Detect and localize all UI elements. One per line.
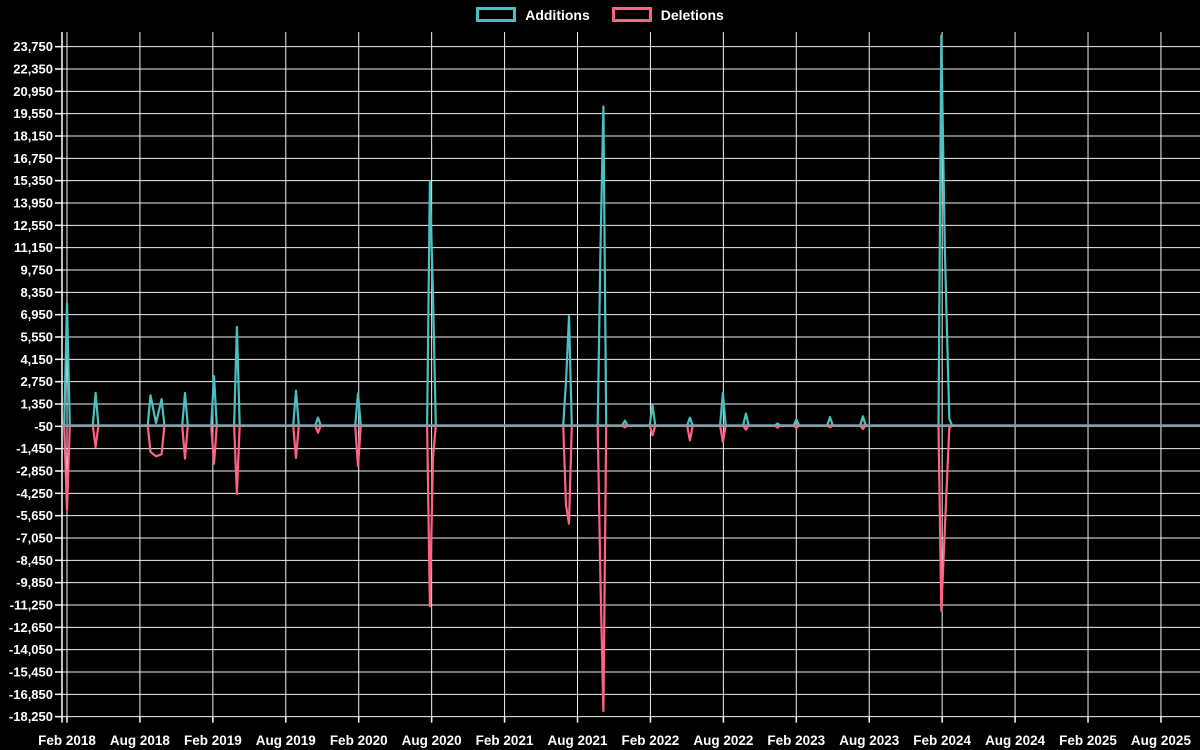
svg-text:22,350: 22,350 bbox=[13, 62, 53, 77]
svg-text:Feb 2019: Feb 2019 bbox=[184, 733, 242, 748]
svg-text:Feb 2020: Feb 2020 bbox=[330, 733, 388, 748]
svg-text:Aug 2018: Aug 2018 bbox=[110, 733, 171, 748]
svg-text:-5,650: -5,650 bbox=[16, 508, 53, 523]
svg-text:Feb 2018: Feb 2018 bbox=[38, 733, 96, 748]
svg-text:23,750: 23,750 bbox=[13, 39, 53, 54]
additions-series-line bbox=[63, 34, 954, 427]
svg-text:-9,850: -9,850 bbox=[16, 575, 53, 590]
svg-text:16,750: 16,750 bbox=[13, 151, 53, 166]
svg-text:4,150: 4,150 bbox=[20, 352, 53, 367]
svg-text:2,750: 2,750 bbox=[20, 374, 53, 389]
svg-text:Aug 2023: Aug 2023 bbox=[839, 733, 900, 748]
svg-text:-4,250: -4,250 bbox=[16, 486, 53, 501]
svg-text:Aug 2025: Aug 2025 bbox=[1131, 733, 1192, 748]
legend-item-deletions[interactable]: Deletions bbox=[611, 6, 724, 23]
svg-text:20,950: 20,950 bbox=[13, 84, 53, 99]
svg-text:19,550: 19,550 bbox=[13, 106, 53, 121]
deletions-series-line bbox=[63, 424, 953, 713]
svg-text:1,350: 1,350 bbox=[20, 396, 53, 411]
svg-text:Aug 2024: Aug 2024 bbox=[985, 733, 1046, 748]
chart-legend: Additions Deletions bbox=[0, 7, 1200, 22]
svg-text:Feb 2023: Feb 2023 bbox=[767, 733, 825, 748]
svg-text:Aug 2020: Aug 2020 bbox=[402, 733, 462, 748]
svg-text:-2,850: -2,850 bbox=[16, 463, 53, 478]
svg-text:-7,050: -7,050 bbox=[16, 530, 53, 545]
svg-text:-50: -50 bbox=[34, 419, 53, 434]
svg-text:-16,850: -16,850 bbox=[9, 687, 53, 702]
svg-text:13,950: 13,950 bbox=[13, 196, 53, 211]
svg-text:11,150: 11,150 bbox=[14, 240, 53, 255]
svg-text:12,550: 12,550 bbox=[13, 218, 53, 233]
legend-item-additions[interactable]: Additions bbox=[476, 7, 590, 22]
svg-text:-18,250: -18,250 bbox=[9, 709, 53, 724]
svg-text:-15,450: -15,450 bbox=[9, 664, 53, 679]
svg-text:-1,450: -1,450 bbox=[16, 441, 53, 456]
svg-text:15,350: 15,350 bbox=[13, 173, 53, 188]
svg-text:Feb 2025: Feb 2025 bbox=[1059, 733, 1117, 748]
deletions-swatch-icon bbox=[611, 7, 652, 22]
svg-text:-14,050: -14,050 bbox=[9, 642, 53, 657]
svg-text:5,550: 5,550 bbox=[20, 329, 53, 344]
legend-label-additions: Additions bbox=[525, 6, 590, 23]
svg-text:6,950: 6,950 bbox=[20, 307, 53, 322]
svg-text:-12,650: -12,650 bbox=[9, 620, 53, 635]
svg-text:Feb 2022: Feb 2022 bbox=[622, 733, 680, 748]
svg-text:18,150: 18,150 bbox=[13, 129, 53, 144]
y-gridlines-and-labels: 23,750 22,350 20,950 19,550 18,150 16,750 15,3… bbox=[9, 39, 1200, 724]
x-gridlines-and-labels: Feb 2018 Aug 2018 Feb 2019 Aug 2019 Feb 2020… bbox=[38, 32, 1191, 748]
svg-text:-11,250: -11,250 bbox=[10, 597, 53, 612]
svg-text:8,350: 8,350 bbox=[20, 285, 53, 300]
svg-text:-8,450: -8,450 bbox=[16, 553, 53, 568]
svg-text:Feb 2021: Feb 2021 bbox=[476, 733, 534, 748]
legend-label-deletions: Deletions bbox=[660, 6, 724, 23]
additions-swatch-icon bbox=[476, 7, 517, 22]
svg-text:Aug 2019: Aug 2019 bbox=[256, 733, 316, 748]
svg-text:Aug 2021: Aug 2021 bbox=[547, 733, 608, 748]
svg-text:Aug 2022: Aug 2022 bbox=[693, 733, 753, 748]
svg-text:Feb 2024: Feb 2024 bbox=[913, 733, 971, 748]
svg-text:9,750: 9,750 bbox=[20, 262, 53, 277]
